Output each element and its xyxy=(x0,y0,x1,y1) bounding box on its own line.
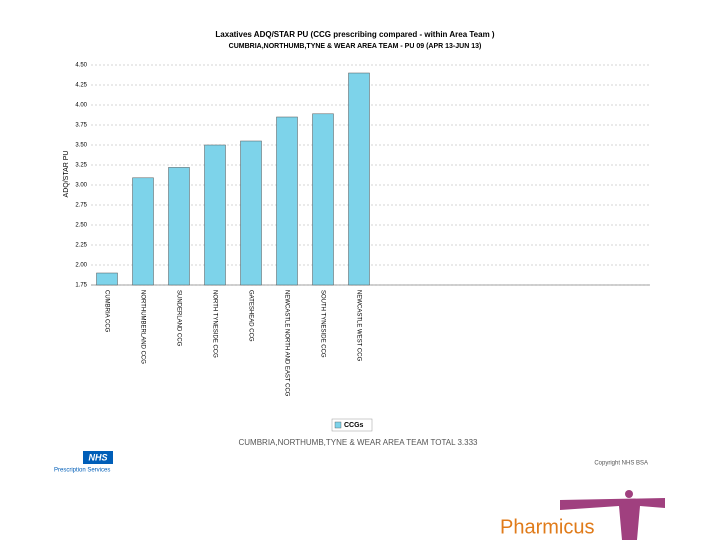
bar xyxy=(240,140,262,286)
x-tick-label: NORTH TYNESIDE CCG xyxy=(211,290,217,358)
chart-title: Laxatives ADQ/STAR PU (CCG prescribing c… xyxy=(215,30,495,39)
bar xyxy=(96,272,118,286)
x-tick-label: GATESHEAD CCG xyxy=(247,290,253,342)
brand-logo xyxy=(560,490,665,540)
x-tick-label: NORTHUMBERLAND CCG xyxy=(139,290,145,364)
bar xyxy=(168,167,190,286)
service-name: Prescription Services xyxy=(54,468,110,474)
x-tick-label: CUMBRIA CCG xyxy=(103,290,109,333)
bar xyxy=(132,177,154,286)
y-tick-label: 4.50 xyxy=(75,63,87,69)
legend-box xyxy=(331,418,373,432)
legend-label: CCGs xyxy=(344,422,364,429)
legend-swatch xyxy=(334,421,342,429)
y-tick-label: 2.25 xyxy=(75,243,87,249)
y-tick-label: 4.00 xyxy=(75,103,87,109)
x-tick-label: SOUTH TYNESIDE CCG xyxy=(319,290,325,358)
y-tick-label: 3.75 xyxy=(75,123,87,129)
y-tick-label: 2.00 xyxy=(75,263,87,269)
footer-note: CUMBRIA,NORTHUMB,TYNE & WEAR AREA TEAM T… xyxy=(238,438,478,447)
y-tick-label: 2.75 xyxy=(75,203,87,209)
y-tick-label: 3.25 xyxy=(75,163,87,169)
x-tick-label: SUNDERLAND CCG xyxy=(175,290,181,347)
x-tick-label: NEWCASTLE NORTH AND EAST CCG xyxy=(283,290,289,397)
y-tick-label: 3.00 xyxy=(75,183,87,189)
y-tick-label: 2.50 xyxy=(75,223,87,229)
y-tick-label: 3.50 xyxy=(75,143,87,149)
bar xyxy=(312,113,334,286)
bar xyxy=(276,116,298,286)
nhs-logo-text: NHS xyxy=(88,452,107,462)
brand-name: Pharmicus xyxy=(500,516,594,538)
y-tick-label: 1.75 xyxy=(75,283,87,289)
nhs-logo xyxy=(83,451,113,464)
copyright: Copyright NHS BSA xyxy=(594,461,648,467)
y-axis-label: ADQ/STAR PU xyxy=(63,151,70,198)
y-tick-label: 4.25 xyxy=(75,83,87,89)
x-tick-label: NEWCASTLE WEST CCG xyxy=(355,290,361,362)
bar xyxy=(348,72,370,286)
bar xyxy=(204,144,226,286)
chart-subtitle: CUMBRIA,NORTHUMB,TYNE & WEAR AREA TEAM -… xyxy=(229,43,482,50)
